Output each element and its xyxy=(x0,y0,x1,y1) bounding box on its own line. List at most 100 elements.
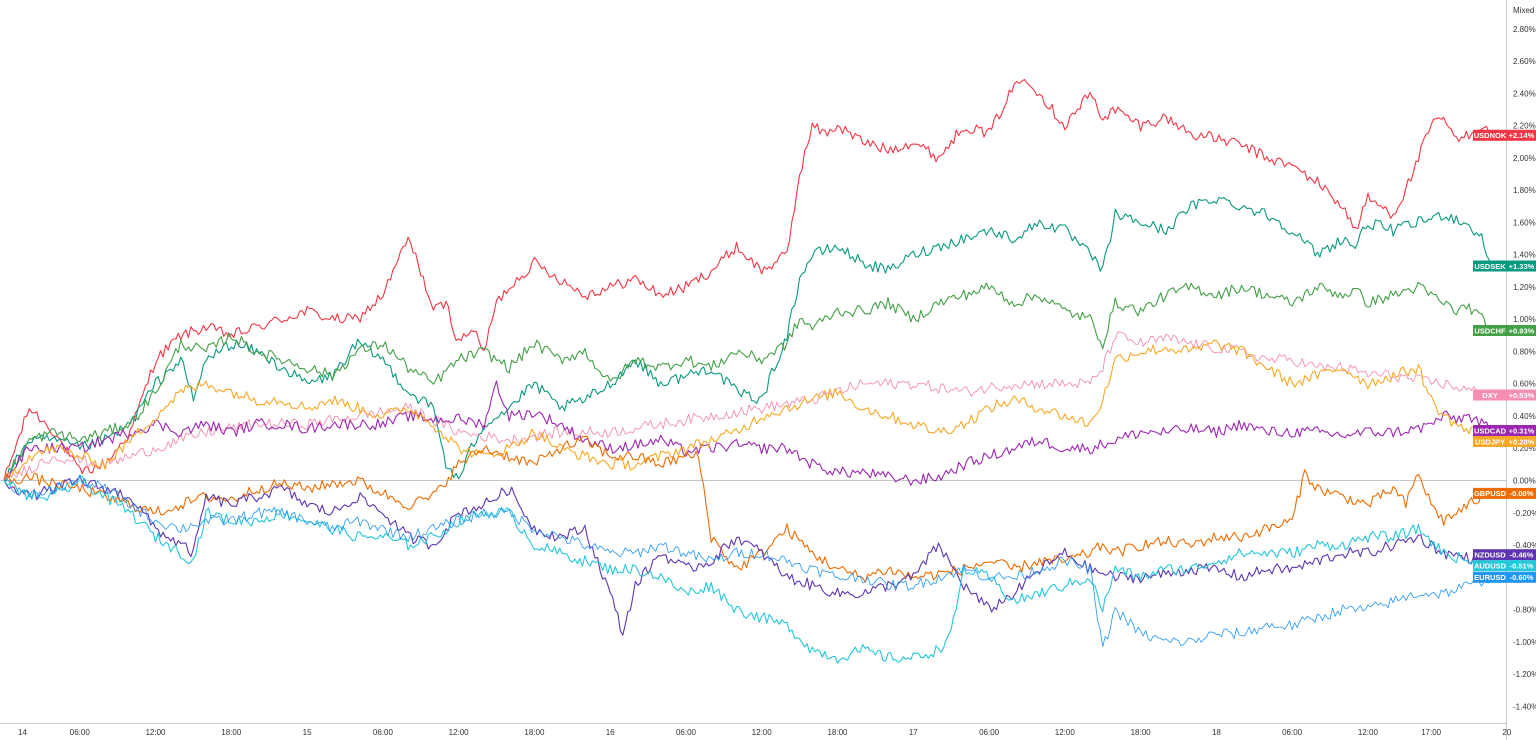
series-name-text: GBPUSD xyxy=(1474,489,1507,498)
series-value-tag xyxy=(1507,571,1536,583)
series-value-tag xyxy=(1507,560,1536,572)
y-tick-label: 0.00% xyxy=(1513,477,1536,486)
y-tick-label: -0.40% xyxy=(1513,541,1536,550)
x-tick-label: 18:00 xyxy=(1131,728,1152,737)
x-tick-label: 18:00 xyxy=(524,728,545,737)
series-label-dxy[interactable]: DXY +0.53% xyxy=(1473,389,1536,401)
series-value-text: +0.28% xyxy=(1509,437,1535,446)
series-line-usdcad[interactable] xyxy=(3,380,1492,486)
x-tick-label: 06:00 xyxy=(373,728,394,737)
y-tick-label: 0.20% xyxy=(1513,444,1536,453)
series-label-usdnok[interactable]: USDNOK +2.14% xyxy=(1473,129,1536,141)
x-tick-label: 06:00 xyxy=(979,728,1000,737)
y-tick-label: 1.20% xyxy=(1513,283,1536,292)
series-label-audusd[interactable]: AUDUSD -0.51% xyxy=(1473,560,1536,572)
x-tick-label: 12:00 xyxy=(145,728,166,737)
series-value-tag xyxy=(1507,436,1536,447)
y-tick-label: -0.20% xyxy=(1513,509,1536,518)
series-line-usdsek[interactable] xyxy=(3,196,1493,482)
x-tick-label: 06:00 xyxy=(676,728,697,737)
series-name-tag xyxy=(1473,260,1507,272)
series-value-text: +0.31% xyxy=(1509,426,1535,435)
series-line-gbpusd[interactable] xyxy=(3,435,1493,583)
x-tick-label: 12:00 xyxy=(449,728,470,737)
series-value-text: -0.51% xyxy=(1510,562,1534,571)
series-value-text: -0.08% xyxy=(1510,489,1534,498)
y-tick-label: -1.40% xyxy=(1513,702,1536,711)
y-tick-label: 2.00% xyxy=(1513,154,1536,163)
series-label-usdsek[interactable]: USDSEK +1.33% xyxy=(1473,260,1536,272)
x-tick-label: 18:00 xyxy=(827,728,848,737)
series-line-usdnok[interactable] xyxy=(3,78,1493,481)
y-tick-label: 2.20% xyxy=(1513,122,1536,131)
x-tick-label: 16 xyxy=(606,728,615,737)
y-tick-label: -1.20% xyxy=(1513,670,1536,679)
y-tick-label: -1.00% xyxy=(1513,638,1536,647)
series-value-text: +0.53% xyxy=(1509,391,1535,400)
x-tick-label: 14 xyxy=(18,728,27,737)
x-tick-label: 12:00 xyxy=(752,728,773,737)
series-label-gbpusd[interactable]: GBPUSD -0.08% xyxy=(1473,487,1536,499)
y-tick-label: 1.40% xyxy=(1513,251,1536,260)
series-name-tag xyxy=(1473,325,1507,336)
series-value-tag xyxy=(1507,260,1536,272)
y-tick-label: 2.80% xyxy=(1513,25,1536,34)
series-name-tag xyxy=(1473,549,1507,561)
series-label-usdchf[interactable]: USDCHF +0.93% xyxy=(1473,325,1536,336)
series-name-tag xyxy=(1473,389,1507,401)
series-name-text: USDCAD xyxy=(1474,426,1507,435)
time-axis[interactable]: 14 06:00 12:00 18:00 15 06:00 12:00 18:00 16 06:0… xyxy=(18,728,1512,737)
x-tick-label: 18 xyxy=(1212,728,1221,737)
series-value-text: +0.93% xyxy=(1509,326,1535,335)
x-tick-label: 12:00 xyxy=(1358,728,1379,737)
x-tick-label: 18:00 xyxy=(221,728,242,737)
x-tick-label: 20 xyxy=(1502,728,1511,737)
series-label-eurusd[interactable]: EURUSD -0.60% xyxy=(1473,571,1536,583)
y-tick-label: 1.00% xyxy=(1513,315,1536,324)
x-tick-label: 06:00 xyxy=(70,728,91,737)
x-tick-label: 12:00 xyxy=(1055,728,1076,737)
series-line-audusd[interactable] xyxy=(3,475,1493,664)
y-tick-label: -0.80% xyxy=(1513,606,1536,615)
scale-mode-label[interactable]: Mixed xyxy=(1513,6,1534,15)
series-label-nzdusd[interactable]: NZDUSD -0.46% xyxy=(1473,549,1536,561)
series-value-tag xyxy=(1507,549,1536,561)
y-tick-label: 1.80% xyxy=(1513,186,1536,195)
series-line-usdjpy[interactable] xyxy=(3,339,1493,481)
y-tick-label: 0.80% xyxy=(1513,348,1536,357)
series-line-eurusd[interactable] xyxy=(3,474,1493,647)
price-axis[interactable]: 2.80% 2.60% 2.40% 2.20% 2.00% 1.80% 1.60% 1.40%… xyxy=(1513,25,1536,711)
y-tick-label: 2.40% xyxy=(1513,89,1536,98)
y-tick-label: 2.60% xyxy=(1513,57,1536,66)
series-line-usdchf[interactable] xyxy=(3,281,1492,481)
series-line-nzdusd[interactable] xyxy=(3,476,1493,636)
series-name-tag xyxy=(1473,560,1507,572)
x-tick-label: 06:00 xyxy=(1282,728,1303,737)
series-labels: USDNOK +2.14% USDSEK +1.33% USDCHF +0.93% DXY +… xyxy=(1473,129,1536,583)
series-name-text: AUDUSD xyxy=(1474,562,1507,571)
y-tick-label: 0.60% xyxy=(1513,380,1536,389)
series-value-tag xyxy=(1507,487,1536,499)
series-name-tag xyxy=(1473,436,1507,447)
series-name-text: USDCHF xyxy=(1474,326,1506,335)
series-label-usdcad[interactable]: USDCAD +0.31% xyxy=(1473,425,1536,436)
series-name-text: USDJPY xyxy=(1475,437,1505,446)
series-value-text: +2.14% xyxy=(1509,131,1535,140)
series-name-text: NZDUSD xyxy=(1474,551,1506,560)
series-name-tag xyxy=(1473,571,1507,583)
y-tick-label: 0.40% xyxy=(1513,412,1536,421)
series-name-text: USDSEK xyxy=(1474,262,1506,271)
series-label-usdjpy[interactable]: USDJPY +0.28% xyxy=(1473,436,1536,447)
series-name-tag xyxy=(1473,487,1507,499)
x-tick-label: 17:00 xyxy=(1421,728,1442,737)
series-value-tag xyxy=(1507,425,1536,436)
x-tick-label: 15 xyxy=(303,728,312,737)
series-value-tag xyxy=(1507,129,1536,141)
series-value-tag xyxy=(1507,389,1536,401)
series-name-tag xyxy=(1473,129,1507,141)
series-name-tag xyxy=(1473,425,1507,436)
x-tick-label: 17 xyxy=(909,728,918,737)
series-value-text: -0.46% xyxy=(1510,551,1534,560)
